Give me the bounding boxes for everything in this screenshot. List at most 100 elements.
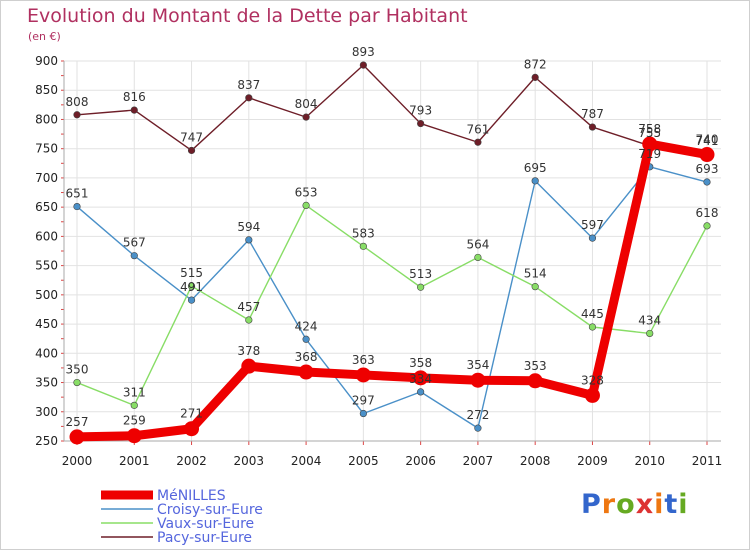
data-label-vaux-sur-eure: 653 <box>295 185 318 199</box>
data-point-croisy-sur-eure <box>302 335 310 343</box>
data-point-vaux-sur-eure <box>302 201 310 209</box>
data-point-vaux-sur-eure <box>588 323 597 331</box>
data-label-menilles: 257 <box>66 415 89 429</box>
data-point-menilles <box>69 429 85 445</box>
data-point-pacy-sur-eure <box>359 61 367 69</box>
data-point-croisy-sur-eure <box>531 177 539 185</box>
data-point-pacy-sur-eure <box>187 146 196 155</box>
data-label-menilles: 758 <box>638 122 661 136</box>
series-line-menilles <box>72 139 712 442</box>
x-tick-label: 2001 <box>119 454 150 468</box>
y-tick-label: 400 <box>35 346 58 360</box>
y-tick-label: 300 <box>35 405 58 419</box>
logo-letter: i <box>678 489 689 520</box>
data-point-pacy-sur-eure <box>302 113 310 121</box>
data-label-menilles: 358 <box>409 356 432 370</box>
data-point-vaux-sur-eure <box>646 329 654 338</box>
data-point-menilles <box>126 428 142 444</box>
y-tick-label: 800 <box>35 112 58 126</box>
logo-letter: r <box>601 489 617 520</box>
data-point-pacy-sur-eure <box>588 123 597 131</box>
data-point-pacy-sur-eure <box>417 119 425 128</box>
data-point-croisy-sur-eure <box>417 388 425 396</box>
x-tick-label: 2002 <box>176 454 207 468</box>
logo-letter: i <box>654 489 665 520</box>
data-label-menilles: 368 <box>295 350 318 364</box>
chart-unit-label: (en €) <box>28 30 61 43</box>
data-label-croisy-sur-eure: 334 <box>409 372 432 386</box>
series-line-pacy-sur-eure <box>76 64 708 155</box>
data-label-pacy-sur-eure: 837 <box>237 78 260 92</box>
data-point-menilles <box>699 147 715 163</box>
data-label-vaux-sur-eure: 457 <box>237 300 260 314</box>
data-point-vaux-sur-eure <box>245 316 253 324</box>
data-point-croisy-sur-eure <box>73 202 81 211</box>
data-point-vaux-sur-eure <box>359 242 367 250</box>
data-label-croisy-sur-eure: 597 <box>581 218 604 232</box>
x-tick-label: 2011 <box>692 454 723 468</box>
legend-label-pacy-sur-eure: Pacy-sur-Eure <box>157 530 252 546</box>
data-point-pacy-sur-eure <box>531 73 539 81</box>
data-label-vaux-sur-eure: 514 <box>524 267 547 281</box>
data-point-croisy-sur-eure <box>359 409 367 418</box>
axis-layer: 250 300 350 400 450 500 550 600 650 700 750 800 850 9… <box>35 54 722 468</box>
y-tick-label: 900 <box>35 54 58 68</box>
series-line-vaux-sur-eure <box>76 204 708 407</box>
data-point-menilles <box>470 372 486 388</box>
x-tick-label: 2005 <box>348 454 379 468</box>
data-point-pacy-sur-eure <box>245 94 253 102</box>
data-point-croisy-sur-eure <box>588 234 597 242</box>
data-label-pacy-sur-eure: 761 <box>466 122 489 136</box>
data-label-layer: 808 816 747 837 804 893 793 761 872 787 755 741 651 5… <box>66 45 719 429</box>
x-tick-label: 2007 <box>463 454 494 468</box>
chart-title: Evolution du Montant de la Dette par Hab… <box>27 5 468 27</box>
data-point-vaux-sur-eure <box>474 253 482 262</box>
data-point-vaux-sur-eure <box>187 282 196 290</box>
logo-letter: t <box>664 489 679 520</box>
data-label-croisy-sur-eure: 567 <box>123 236 146 250</box>
data-label-pacy-sur-eure: 755 <box>638 126 661 140</box>
data-point-vaux-sur-eure <box>130 401 138 409</box>
data-point-menilles <box>584 387 600 403</box>
data-label-pacy-sur-eure: 808 <box>66 95 89 109</box>
y-tick-label: 650 <box>35 200 58 214</box>
logo-letter: x <box>635 489 655 520</box>
data-point-croisy-sur-eure <box>245 236 253 244</box>
data-label-menilles: 271 <box>180 407 203 421</box>
x-tick-label: 2010 <box>634 454 665 468</box>
y-tick-label: 850 <box>35 83 58 97</box>
y-tick-label: 500 <box>35 288 58 302</box>
data-point-pacy-sur-eure <box>474 138 482 146</box>
data-label-pacy-sur-eure: 893 <box>352 45 375 59</box>
data-point-vaux-sur-eure <box>703 222 711 230</box>
data-label-menilles: 353 <box>524 359 547 373</box>
x-tick-label: 2008 <box>520 454 551 468</box>
data-point-vaux-sur-eure <box>531 283 539 291</box>
data-point-pacy-sur-eure <box>73 111 81 119</box>
logo-letter: o <box>616 489 636 520</box>
y-tick-label: 450 <box>35 317 58 331</box>
data-label-pacy-sur-eure: 741 <box>696 134 719 148</box>
data-point-croisy-sur-eure <box>130 252 138 260</box>
data-label-pacy-sur-eure: 804 <box>295 97 318 111</box>
legend-label-croisy-sur-eure: Croisy-sur-Eure <box>157 502 263 518</box>
y-tick-label: 550 <box>35 259 58 273</box>
y-tick-label: 600 <box>35 229 58 243</box>
x-tick-label: 2009 <box>577 454 608 468</box>
proxiti-logo: Proxiti <box>581 489 689 520</box>
data-point-menilles <box>241 358 257 374</box>
data-label-croisy-sur-eure: 272 <box>466 408 489 422</box>
legend-label-vaux-sur-eure: Vaux-sur-Eure <box>157 516 254 532</box>
data-label-croisy-sur-eure: 594 <box>237 220 260 234</box>
data-point-croisy-sur-eure <box>703 178 711 186</box>
series-line-croisy-sur-eure <box>76 166 708 429</box>
y-tick-label: 250 <box>35 434 58 448</box>
data-label-croisy-sur-eure: 297 <box>352 394 375 408</box>
data-label-menilles: 328 <box>581 373 604 387</box>
data-label-pacy-sur-eure: 872 <box>524 57 547 71</box>
data-point-croisy-sur-eure <box>187 296 196 304</box>
x-tick-label: 2003 <box>234 454 265 468</box>
data-label-vaux-sur-eure: 350 <box>66 363 89 377</box>
x-tick-label: 2006 <box>405 454 436 468</box>
